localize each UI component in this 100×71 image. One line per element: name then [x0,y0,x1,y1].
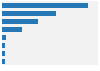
Bar [2,59,4,64]
Bar [2,3,88,8]
Bar [2,27,22,32]
Bar [2,11,56,16]
Bar [2,19,38,24]
Bar [2,51,5,56]
Bar [2,43,5,48]
Bar [2,35,6,40]
